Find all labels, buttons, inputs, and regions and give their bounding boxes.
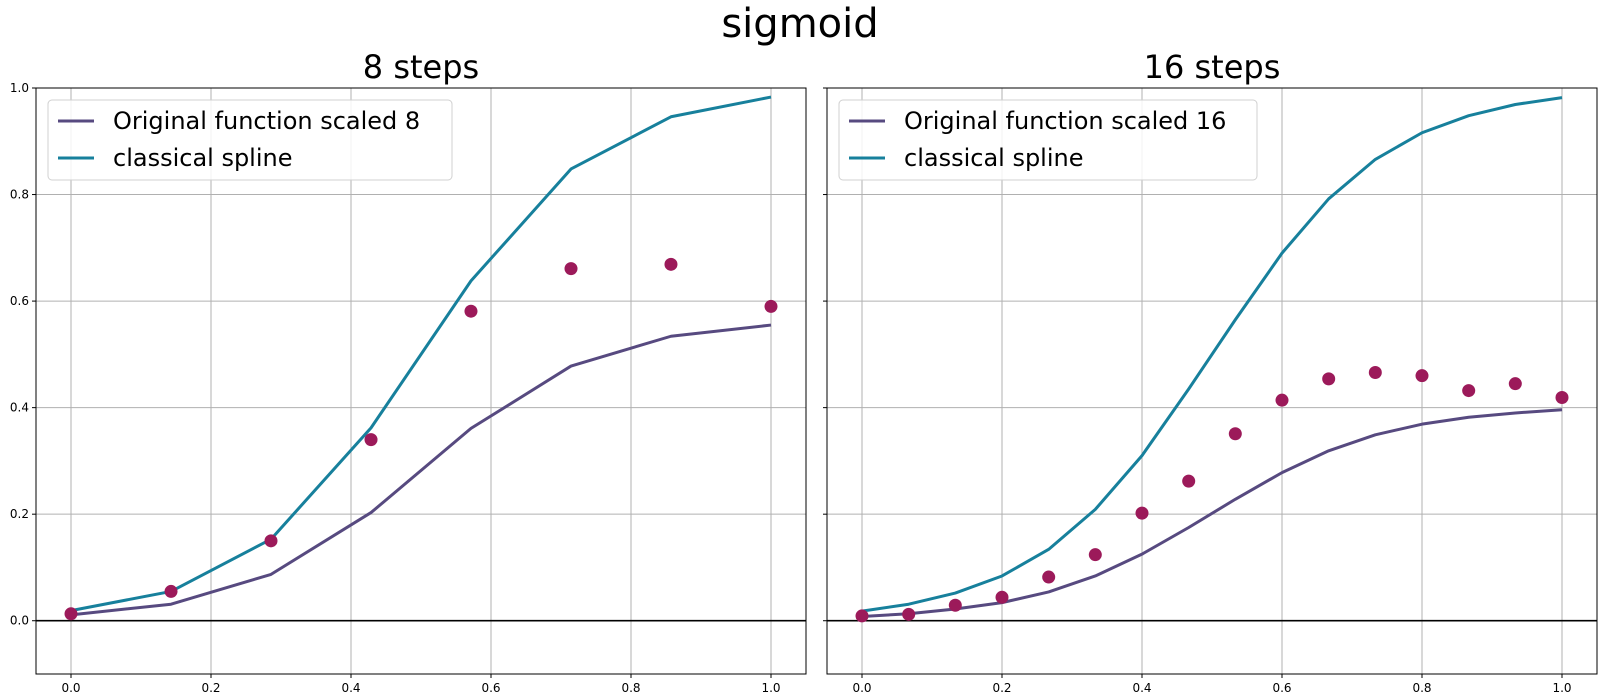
data-point bbox=[1088, 548, 1102, 562]
data-point bbox=[1462, 384, 1476, 398]
figure-title: sigmoid bbox=[721, 1, 878, 47]
original-function-line bbox=[861, 408, 1563, 618]
chart-title: 8 steps bbox=[363, 48, 479, 86]
legend: Original function scaled 8 classical spli… bbox=[47, 99, 453, 181]
x-tick-label: 1.0 bbox=[761, 681, 780, 695]
y-tick-label: 1.0 bbox=[10, 81, 29, 95]
data-point bbox=[464, 304, 478, 318]
data-point bbox=[264, 534, 278, 548]
y-tick-label: 0.0 bbox=[10, 614, 29, 628]
x-tick-label: 0.6 bbox=[481, 681, 500, 695]
data-point bbox=[1182, 474, 1196, 488]
y-tick-label: 0.2 bbox=[10, 507, 29, 521]
legend-label: classical spline bbox=[113, 144, 293, 172]
data-point bbox=[1228, 427, 1242, 441]
data-point bbox=[564, 262, 578, 276]
chart-panel: 8 steps 0.0 0.2 0.4 0.6 0.8 1.0 0.0 0.2 0.4 0.6 0.8… bbox=[10, 48, 807, 695]
plot-area bbox=[64, 95, 778, 621]
data-point bbox=[1508, 377, 1522, 391]
chart-panel: 16 steps 0.0 0.2 0.4 0.6 0.8 1.0 Original funct… bbox=[823, 48, 1598, 695]
plot-area bbox=[855, 96, 1569, 623]
x-tick-label: 0.4 bbox=[1132, 681, 1151, 695]
panels: 8 steps 0.0 0.2 0.4 0.6 0.8 1.0 0.0 0.2 0.4 0.6 0.8… bbox=[10, 48, 1598, 695]
axes-frame bbox=[826, 87, 1598, 675]
x-tick-label: 0.8 bbox=[1412, 681, 1431, 695]
data-point bbox=[1135, 506, 1149, 520]
chart-title: 16 steps bbox=[1144, 48, 1281, 86]
x-tick-label: 1.0 bbox=[1552, 681, 1571, 695]
data-point bbox=[64, 607, 78, 621]
y-tick-label: 0.4 bbox=[10, 401, 29, 415]
legend-label: Original function scaled 16 bbox=[904, 107, 1226, 135]
x-tick-label: 0.4 bbox=[341, 681, 360, 695]
y-tick-label: 0.6 bbox=[10, 294, 29, 308]
y-tick-label: 0.8 bbox=[10, 188, 29, 202]
x-tick-label: 0.0 bbox=[852, 681, 871, 695]
data-point bbox=[164, 584, 178, 598]
classical-spline-line bbox=[70, 95, 772, 613]
x-tick-label: 0.6 bbox=[1272, 681, 1291, 695]
x-tick-label: 0.0 bbox=[61, 681, 80, 695]
x-tick-label: 0.2 bbox=[992, 681, 1011, 695]
data-point bbox=[948, 598, 962, 612]
data-point bbox=[1368, 365, 1382, 379]
data-point bbox=[902, 607, 916, 621]
data-point bbox=[1322, 372, 1336, 386]
legend-label: Original function scaled 8 bbox=[113, 107, 420, 135]
legend-box bbox=[47, 99, 453, 181]
axes-frame bbox=[35, 87, 807, 675]
legend-label: classical spline bbox=[904, 144, 1084, 172]
data-point bbox=[1415, 369, 1429, 383]
data-point bbox=[855, 609, 869, 623]
data-point bbox=[1275, 393, 1289, 407]
legend-box bbox=[838, 99, 1258, 181]
data-point bbox=[664, 257, 678, 271]
legend: Original function scaled 16 classical spl… bbox=[838, 99, 1258, 181]
original-function-line bbox=[70, 323, 772, 617]
data-point bbox=[364, 433, 378, 447]
data-point bbox=[1042, 570, 1056, 584]
classical-spline-line bbox=[861, 96, 1563, 613]
x-tick-label: 0.2 bbox=[201, 681, 220, 695]
data-point bbox=[995, 590, 1009, 604]
data-point bbox=[764, 299, 778, 313]
x-tick-label: 0.8 bbox=[621, 681, 640, 695]
data-point bbox=[1555, 391, 1569, 405]
